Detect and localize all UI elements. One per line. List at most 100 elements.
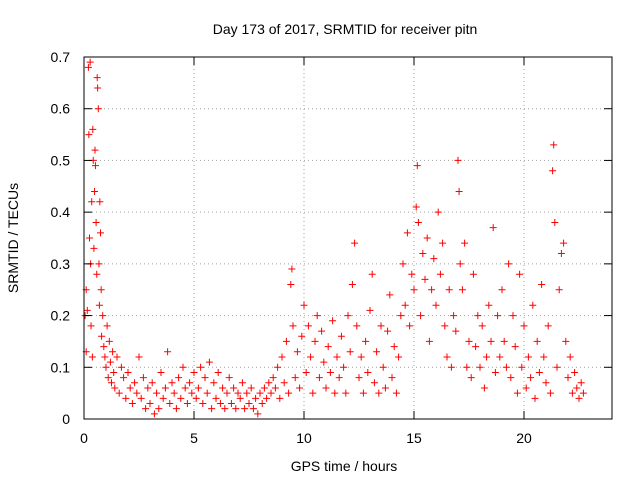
data-point — [263, 395, 270, 402]
data-point — [221, 405, 228, 412]
data-point — [340, 364, 347, 371]
data-point — [545, 322, 552, 329]
data-point — [386, 291, 393, 298]
data-point — [173, 405, 180, 412]
data-point — [228, 400, 235, 407]
data-point — [550, 141, 557, 148]
data-point — [171, 390, 178, 397]
y-axis-label: SRMTID / TECUs — [5, 183, 21, 293]
data-point — [202, 374, 209, 381]
data-point — [188, 390, 195, 397]
data-point — [281, 379, 288, 386]
data-point — [241, 405, 248, 412]
data-point — [246, 400, 253, 407]
data-point — [547, 390, 554, 397]
data-point — [565, 374, 572, 381]
data-point — [158, 369, 165, 376]
data-point — [104, 322, 111, 329]
data-point — [364, 369, 371, 376]
data-point — [92, 147, 99, 154]
data-point — [191, 369, 198, 376]
data-point — [180, 364, 187, 371]
data-point — [424, 235, 431, 242]
data-point — [127, 384, 134, 391]
data-point — [367, 307, 374, 314]
data-point — [149, 379, 156, 386]
data-point — [571, 369, 578, 376]
data-point — [488, 338, 495, 345]
data-point — [224, 390, 231, 397]
data-point — [292, 374, 299, 381]
data-point — [118, 364, 125, 371]
data-point — [455, 157, 462, 164]
plot-frame — [84, 57, 612, 419]
data-point — [463, 364, 470, 371]
data-point — [406, 322, 413, 329]
data-point — [257, 390, 264, 397]
data-point — [402, 302, 409, 309]
data-point — [95, 260, 102, 267]
data-point — [448, 364, 455, 371]
data-point — [433, 302, 440, 309]
data-point — [347, 348, 354, 355]
data-point — [404, 229, 411, 236]
data-point — [288, 266, 295, 273]
data-point — [395, 353, 402, 360]
data-point — [437, 271, 444, 278]
data-point — [536, 369, 543, 376]
data-point — [456, 188, 463, 195]
data-point — [210, 379, 217, 386]
data-point — [230, 384, 237, 391]
data-point — [108, 379, 115, 386]
data-point — [136, 353, 143, 360]
data-point — [490, 224, 497, 231]
data-point — [391, 343, 398, 350]
data-point — [287, 281, 294, 288]
data-point — [507, 374, 514, 381]
y-tick-label: 0.4 — [51, 204, 71, 220]
data-point — [384, 328, 391, 335]
data-point — [93, 219, 100, 226]
x-tick-label: 0 — [80, 430, 88, 446]
data-point — [415, 219, 422, 226]
data-point — [419, 250, 426, 257]
data-point — [534, 338, 541, 345]
data-point — [160, 395, 167, 402]
data-point — [316, 374, 323, 381]
data-point — [109, 348, 116, 355]
data-point — [219, 384, 226, 391]
data-point — [252, 395, 259, 402]
data-point — [232, 405, 239, 412]
data-point — [131, 379, 138, 386]
data-point — [254, 410, 261, 417]
data-point — [129, 400, 136, 407]
data-point — [106, 338, 113, 345]
data-point — [294, 348, 301, 355]
data-point — [342, 390, 349, 397]
data-point — [369, 271, 376, 278]
data-point — [105, 374, 112, 381]
data-point — [426, 338, 433, 345]
data-point — [97, 229, 104, 236]
data-point — [85, 131, 92, 138]
data-point — [556, 286, 563, 293]
data-point — [175, 374, 182, 381]
data-point — [362, 338, 369, 345]
data-point — [529, 302, 536, 309]
data-point — [338, 333, 345, 340]
data-point — [422, 276, 429, 283]
data-point — [375, 390, 382, 397]
data-point — [248, 384, 255, 391]
y-tick-label: 0.1 — [51, 359, 71, 375]
x-tick-label: 10 — [296, 430, 312, 446]
data-point — [268, 390, 275, 397]
data-point — [250, 405, 257, 412]
data-point — [496, 353, 503, 360]
data-point — [474, 312, 481, 319]
x-axis-label: GPS time / hours — [291, 458, 398, 474]
data-point — [312, 338, 319, 345]
data-point — [485, 302, 492, 309]
data-point — [558, 250, 565, 257]
data-point — [389, 374, 396, 381]
data-point — [578, 379, 585, 386]
